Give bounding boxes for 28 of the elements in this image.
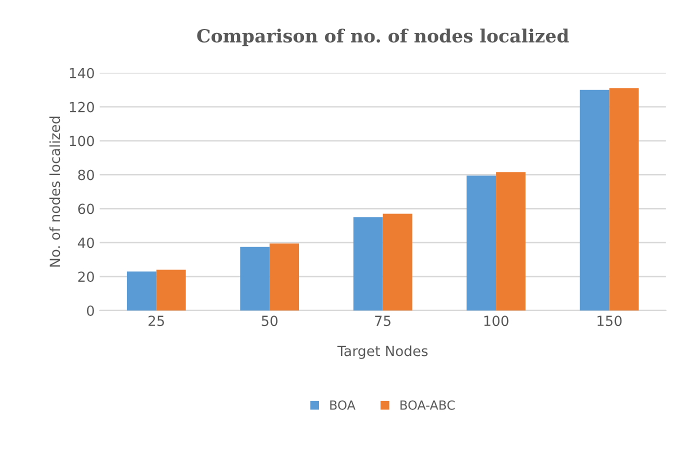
legend-label: BOA <box>330 400 356 410</box>
y-tick-label: 20 <box>78 272 94 282</box>
bar <box>126 271 156 310</box>
y-axis-title: No. of nodes localized <box>49 116 60 267</box>
bar <box>580 90 610 310</box>
bar <box>382 214 412 310</box>
bar <box>270 243 300 310</box>
bar <box>156 270 186 310</box>
bar <box>466 176 496 310</box>
y-tick-label: 140 <box>70 68 94 78</box>
bar <box>609 88 639 310</box>
legend-label: BOA-ABC <box>400 400 455 410</box>
bar <box>353 217 383 310</box>
x-tick-label: 50 <box>262 316 278 326</box>
y-tick-label: 60 <box>78 204 94 214</box>
x-axis-title: Target Nodes <box>337 345 428 359</box>
y-tick-label: 40 <box>78 238 94 248</box>
chart-title: Comparison of no. of nodes localized <box>197 28 569 46</box>
y-tick-label: 80 <box>78 170 94 180</box>
x-tick-label: 150 <box>598 316 622 326</box>
x-tick-label: 75 <box>375 316 390 326</box>
bar <box>496 172 526 310</box>
y-tick-label: 100 <box>70 136 94 146</box>
y-tick-label: 0 <box>86 305 94 316</box>
x-tick-label: 25 <box>148 316 164 326</box>
x-tick-label: 100 <box>484 316 508 326</box>
bar <box>240 246 270 310</box>
y-tick-label: 120 <box>70 102 94 112</box>
